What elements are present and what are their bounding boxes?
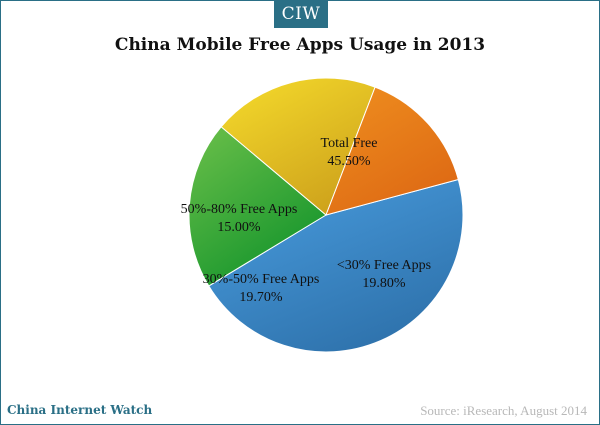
slice-value-2: 19.70%	[239, 290, 283, 305]
slice-label-0: Total Free	[321, 136, 378, 151]
slice-value-0: 45.50%	[327, 154, 371, 169]
footer-source: Source: iResearch, August 2014	[420, 403, 587, 418]
slice-value-1: 19.80%	[362, 276, 406, 291]
pie-slice-1	[188, 126, 327, 287]
chart-title: China Mobile Free Apps Usage in 2013	[114, 35, 486, 55]
slice-value-3: 15.00%	[217, 220, 261, 235]
footer-brand: China Internet Watch	[7, 403, 153, 417]
pie-slice-0	[208, 178, 464, 353]
slice-label-2: 30%-50% Free Apps	[203, 272, 320, 287]
pie-slice-3	[325, 86, 459, 216]
slice-label-3: 50%-80% Free Apps	[181, 202, 298, 217]
pie-labels: Total Free 45.50% <30% Free Apps 19.80% 30%-…	[181, 136, 431, 305]
pie-slice-2	[220, 77, 376, 216]
pie-slices	[188, 77, 464, 353]
ciw-badge: CIW	[274, 1, 328, 28]
slice-label-1: <30% Free Apps	[337, 258, 431, 273]
